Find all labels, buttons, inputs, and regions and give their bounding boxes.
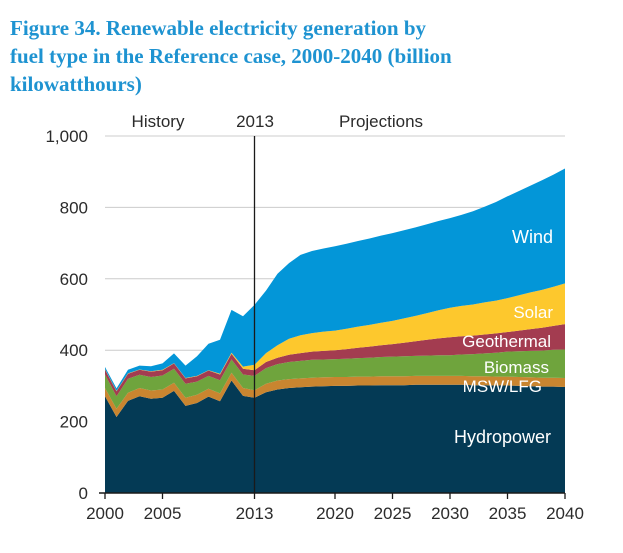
series-label-hydropower: Hydropower <box>454 427 551 447</box>
area-geothermal <box>105 324 565 397</box>
x-tick-label-2000: 2000 <box>86 504 124 523</box>
area-wind <box>105 168 565 391</box>
y-tick-label-1000: 1,000 <box>45 127 88 146</box>
y-tick-label-200: 200 <box>60 413 88 432</box>
series-label-biomass: Biomass <box>484 358 549 377</box>
y-tick-label-400: 400 <box>60 341 88 360</box>
area-hydropower <box>105 380 565 493</box>
y-tick-label-800: 800 <box>60 198 88 217</box>
x-tick-label-2040: 2040 <box>546 504 584 523</box>
area-biomass <box>105 349 565 409</box>
series-label-wind: Wind <box>512 227 553 247</box>
y-tick-label-0: 0 <box>79 484 88 503</box>
axes-and-ticks: 2000 2005 2013 2020 2025 2030 2035 2040 0 200 400 6… <box>45 127 583 523</box>
history-period-label: History <box>132 112 185 131</box>
x-tick-label-2005: 2005 <box>144 504 182 523</box>
series-label-solar: Solar <box>513 303 553 322</box>
area-msw-lfg <box>105 372 565 417</box>
divider-year-label: 2013 <box>236 112 274 131</box>
projections-period-label: Projections <box>339 112 423 131</box>
x-tick-label-2013: 2013 <box>236 504 274 523</box>
y-tick-label-600: 600 <box>60 270 88 289</box>
x-tick-label-2035: 2035 <box>489 504 527 523</box>
area-solar <box>105 283 565 392</box>
figure-title-line-3: kilowatthours) <box>10 72 142 96</box>
x-tick-label-2025: 2025 <box>374 504 412 523</box>
x-tick-label-2020: 2020 <box>316 504 354 523</box>
series-label-geothermal: Geothermal <box>462 332 551 351</box>
x-tick-label-2030: 2030 <box>431 504 469 523</box>
series-label-msw-lfg: MSW/LFG <box>463 377 542 396</box>
figure-title-line-2: fuel type in the Reference case, 2000-20… <box>10 44 452 68</box>
figure-title-line-1: Figure 34. Renewable electricity generat… <box>10 16 427 40</box>
stacked-areas <box>105 168 565 493</box>
figure-title: Figure 34. Renewable electricity generat… <box>10 14 570 98</box>
